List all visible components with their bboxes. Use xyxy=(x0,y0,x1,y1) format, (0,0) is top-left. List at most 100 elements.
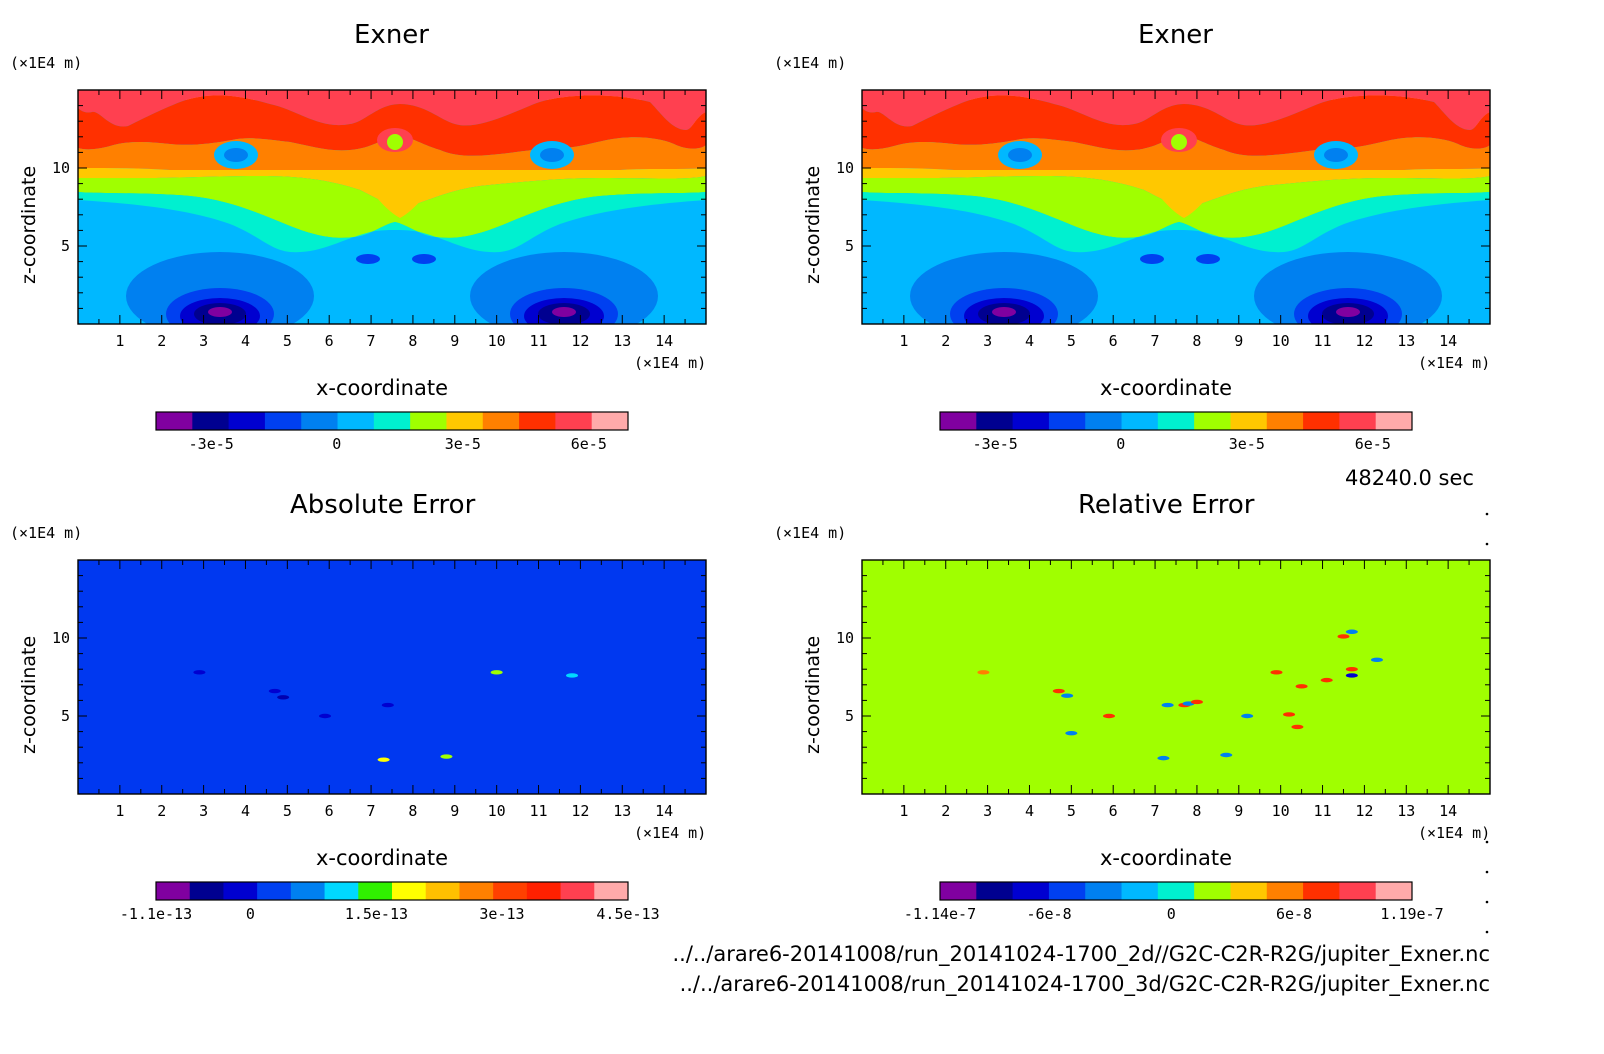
colorbar-swatch xyxy=(446,412,484,430)
x-tick-label: 8 xyxy=(408,802,417,820)
error-spot-6 xyxy=(566,673,579,678)
relative-error-field xyxy=(862,560,1490,794)
error-spot-1 xyxy=(1052,688,1065,694)
file-path-2d: ../../arare6-20141008/run_20141024-1700_… xyxy=(672,942,1491,966)
colorbar-swatch xyxy=(1303,882,1340,900)
error-spot-1 xyxy=(268,688,281,694)
colorbar-swatch xyxy=(257,882,292,900)
absolute-error-field xyxy=(78,560,706,794)
relative-error-spots xyxy=(977,629,1383,761)
error-spot-8 xyxy=(440,754,453,759)
x-tick-label: 10 xyxy=(1272,802,1290,820)
panel4-title: Relative Error xyxy=(1078,490,1255,520)
x-tick-label: 7 xyxy=(1151,332,1160,350)
colorbar-swatch xyxy=(373,412,411,430)
x-tick-label: 14 xyxy=(655,332,673,350)
colorbar-tick-label: 3e-5 xyxy=(1229,435,1265,453)
panel2-y-unit: (×1E4 m) xyxy=(774,54,847,72)
colorbar-swatch xyxy=(560,882,595,900)
x-tick-label: 11 xyxy=(1314,332,1332,350)
error-spot-17 xyxy=(1337,634,1350,639)
error-spot-2 xyxy=(1061,693,1074,698)
y-tick-label: 5 xyxy=(845,237,854,255)
colorbar-swatch xyxy=(1375,882,1413,900)
colorbar-tick-label: -3e-5 xyxy=(973,435,1018,453)
error-spot-0 xyxy=(977,670,990,675)
colorbar-swatch xyxy=(337,412,375,430)
x-tick-label: 10 xyxy=(1272,332,1290,350)
colorbar-swatch xyxy=(976,412,1014,430)
colorbar-swatch xyxy=(976,882,1014,900)
colorbar-swatch xyxy=(1157,412,1195,430)
colorbar-swatch xyxy=(1339,882,1377,900)
x-tick-label: 7 xyxy=(367,802,376,820)
error-spot-19 xyxy=(1345,673,1358,678)
colorbar-swatch xyxy=(594,882,629,900)
x-tick-label: 1 xyxy=(115,802,124,820)
panel1-x-unit: (×1E4 m) xyxy=(634,354,707,372)
colorbar-tick-label: 0 xyxy=(246,905,255,923)
x-tick-label: 14 xyxy=(655,802,673,820)
simulation-time: 48240.0 sec xyxy=(1345,466,1474,490)
colorbar-swatch xyxy=(1266,882,1304,900)
error-spot-5 xyxy=(1161,702,1174,708)
x-tick-label: 9 xyxy=(450,332,459,350)
colorbar-tick-label: 3e-13 xyxy=(479,905,524,923)
x-tick-label: 13 xyxy=(613,332,631,350)
colorbar-frame xyxy=(155,411,629,431)
panel4-x-unit: (×1E4 m) xyxy=(1418,824,1491,842)
colorbar-tick-label: 0 xyxy=(1116,435,1125,453)
x-tick-label: 4 xyxy=(241,802,250,820)
x-tick-label: 5 xyxy=(283,802,292,820)
colorbar-tick-label: 0 xyxy=(1167,905,1176,923)
colorbar-tick-label: 6e-5 xyxy=(1355,435,1391,453)
error-spot-7 xyxy=(377,757,390,762)
exner-contour-field-3d xyxy=(862,90,1490,340)
x-tick-label: 5 xyxy=(1067,802,1076,820)
x-tick-label: 6 xyxy=(1109,332,1118,350)
x-tick-label: 2 xyxy=(941,802,950,820)
colorbar-swatch xyxy=(1194,412,1231,430)
error-spot-13 xyxy=(1283,712,1296,717)
colorbar-tick-label: 1.5e-13 xyxy=(345,905,408,923)
panel1-x-label: x-coordinate xyxy=(316,376,449,400)
colorbar-swatch xyxy=(324,882,359,900)
x-tick-label: 9 xyxy=(1234,802,1243,820)
error-spot-18 xyxy=(1345,629,1358,634)
error-spot-4 xyxy=(381,702,394,708)
error-spot-12 xyxy=(1270,670,1283,675)
colorbar-swatch xyxy=(482,412,520,430)
panel3-y-unit: (×1E4 m) xyxy=(10,524,83,542)
colorbar-swatch xyxy=(1121,882,1159,900)
error-spot-21 xyxy=(1370,657,1383,663)
x-tick-label: 14 xyxy=(1439,802,1457,820)
colorbar-tick-label: 6e-5 xyxy=(571,435,607,453)
y-tick-label: 5 xyxy=(61,237,70,255)
panel2-title: Exner xyxy=(1138,20,1213,50)
colorbar-frame xyxy=(939,411,1413,431)
colorbar-swatch xyxy=(1085,882,1123,900)
x-tick-label: 6 xyxy=(325,332,334,350)
x-tick-label: 2 xyxy=(941,332,950,350)
x-tick-label: 1 xyxy=(899,802,908,820)
x-tick-label: 3 xyxy=(983,802,992,820)
x-tick-label: 13 xyxy=(613,802,631,820)
colorbar-swatch xyxy=(1303,412,1340,430)
colorbar-swatch xyxy=(519,412,556,430)
x-tick-label: 4 xyxy=(241,332,250,350)
colorbar-tick-label: -1.14e-7 xyxy=(904,905,976,923)
panel2-x-unit: (×1E4 m) xyxy=(1418,354,1491,372)
error-spot-9 xyxy=(1157,755,1170,761)
error-spot-20 xyxy=(1345,667,1358,672)
colorbar-swatch xyxy=(156,882,191,900)
x-tick-label: 12 xyxy=(1355,332,1373,350)
x-tick-label: 3 xyxy=(983,332,992,350)
colorbar-swatch xyxy=(493,882,528,900)
error-spot-4 xyxy=(1103,713,1116,719)
panel4-y-unit: (×1E4 m) xyxy=(774,524,847,542)
error-spot-10 xyxy=(1220,752,1233,758)
error-spot-5 xyxy=(490,670,503,675)
colorbar-swatch xyxy=(228,412,266,430)
